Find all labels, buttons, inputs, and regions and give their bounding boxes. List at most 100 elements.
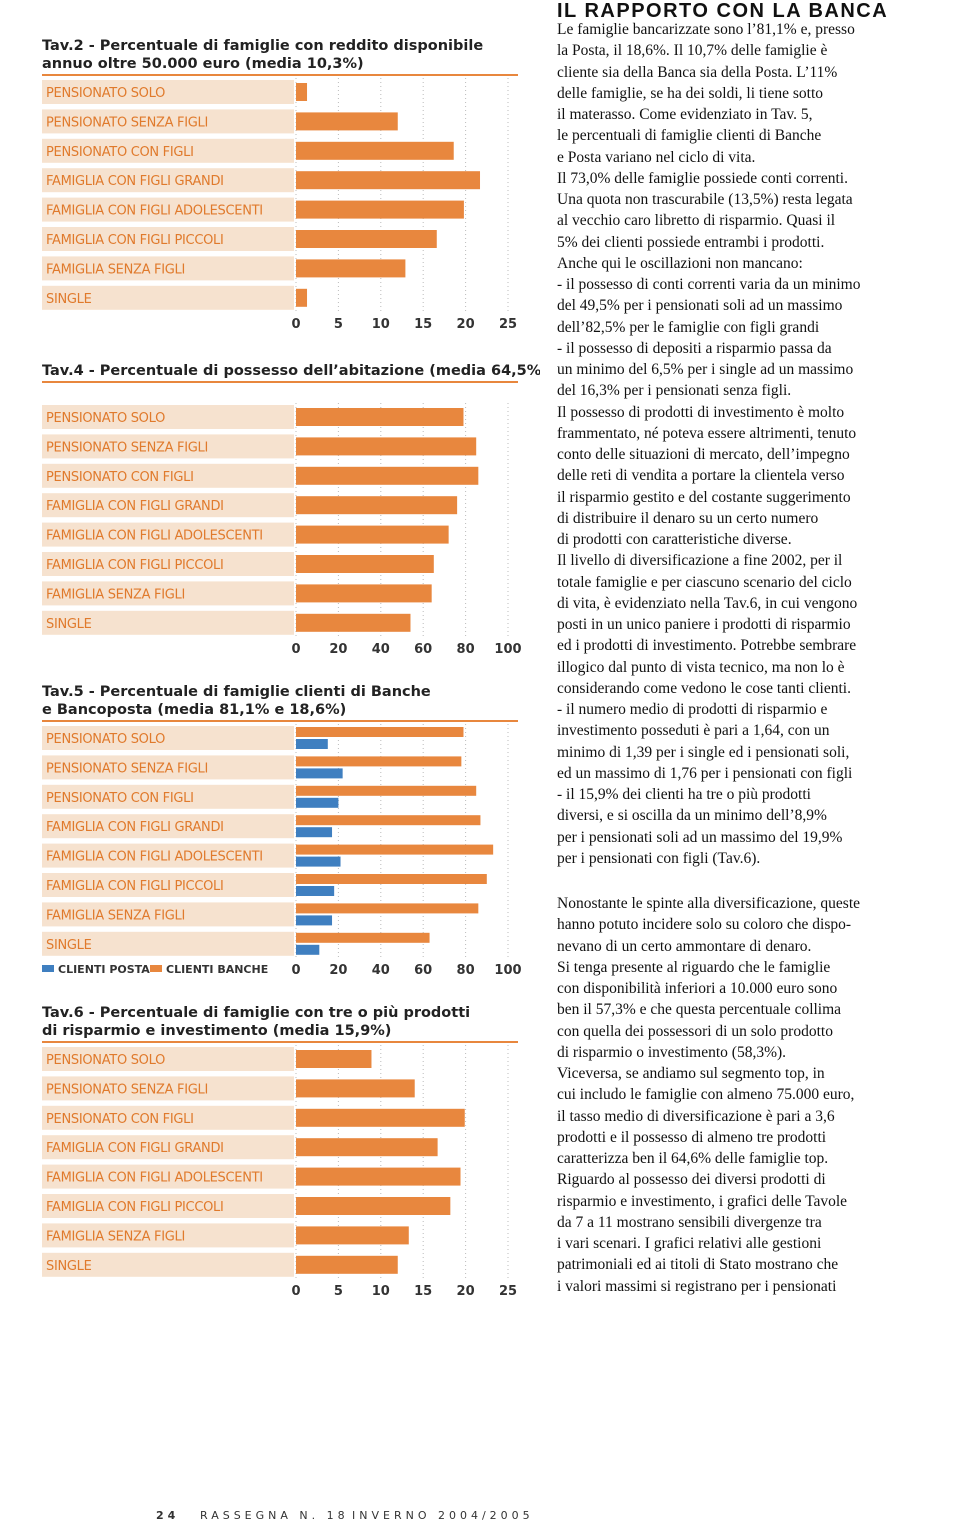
text-line: il tasso medio di diversificazione è par… (557, 1107, 835, 1125)
category-box (42, 168, 294, 193)
category-label: SINGLE (46, 292, 92, 307)
x-tick-label: 0 (291, 963, 300, 978)
category-label: PENSIONATO SENZA FIGLI (46, 115, 208, 130)
category-box (42, 138, 294, 163)
category-box (42, 522, 294, 547)
x-tick-label: 15 (414, 1284, 432, 1299)
legend-swatch (42, 965, 54, 972)
x-tick-label: 5 (334, 317, 343, 332)
x-tick-label: 25 (499, 317, 517, 332)
text-line: per i pensionati con figli (Tav.6). (557, 849, 761, 867)
bar (296, 288, 308, 307)
x-tick-label: 100 (494, 963, 521, 978)
x-tick-label: 20 (457, 317, 475, 332)
category-label: FAMIGLIA SENZA FIGLI (46, 262, 185, 277)
category-label: PENSIONATO SOLO (46, 732, 165, 747)
bar (296, 525, 449, 544)
text-line: considerando come vedono le cose tanti c… (557, 679, 851, 697)
category-box (42, 1252, 294, 1277)
category-box (42, 80, 294, 104)
category-box (42, 463, 294, 488)
text-line: caratterizza ben il 64,6% delle famiglie… (557, 1150, 829, 1167)
bar (296, 932, 430, 943)
category-label: FAMIGLIA CON FIGLI ADOLESCENTI (46, 529, 263, 544)
category-box (42, 581, 294, 606)
text-line: frammentato, né poteva essere altrimenti… (557, 424, 857, 442)
text-line: delle famiglie, se ha dei soldi, li tien… (557, 84, 824, 102)
text-line: di vita, è evidenziato nella Tav.6, in c… (557, 594, 858, 612)
text-line: il materasso. Come evidenziato in Tav. 5… (557, 106, 813, 123)
text-line: al vecchio caro libretto di risparmio. Q… (557, 212, 836, 230)
bar (296, 1050, 372, 1068)
category-label: SINGLE (46, 617, 92, 632)
text-line: investimento posseduti è pari a 1,64, co… (557, 722, 830, 740)
x-tick-label: 5 (334, 1284, 343, 1299)
category-box (42, 814, 294, 839)
category-box (42, 552, 294, 576)
text-line: diversi, e si oscilla da un minimo dell’… (557, 807, 827, 825)
text-line: i valori massimi si registrano per i pen… (557, 1277, 837, 1295)
bar (296, 1226, 409, 1245)
x-tick-label: 25 (499, 1284, 517, 1299)
text-line: di risparmio o investimento (58,3%). (557, 1043, 787, 1061)
bar (296, 1255, 398, 1274)
legend-swatch (150, 965, 162, 972)
text-line: cui includo le famiglie con almeno 75.00… (557, 1086, 855, 1104)
text-line: Viceversa, se andiamo sul segmento top, … (557, 1065, 825, 1082)
magazine-name: RASSEGNA N. 18 (200, 1509, 349, 1522)
bar (296, 756, 462, 767)
x-tick-label: 20 (329, 642, 347, 657)
category-label: PENSIONATO SOLO (46, 411, 165, 426)
x-tick-label: 0 (291, 642, 300, 657)
section-header: IL RAPPORTO CON LA BANCA (557, 0, 889, 22)
bar (296, 171, 481, 190)
bar (296, 437, 477, 456)
text-line: 5% dei clienti possiede entrambi i prodo… (557, 233, 825, 251)
text-line: minimo di 1,39 per i single ed i pension… (557, 743, 850, 761)
bar (296, 1079, 415, 1098)
text-line: per i pensionati soli ad un massimo del … (557, 828, 843, 846)
text-line: del 49,5% per i pensionati soli ad un ma… (557, 297, 843, 315)
bar (296, 141, 454, 160)
chart: Tav.5 - Percentuale di famiglie clienti … (42, 684, 522, 978)
text-line: ed i prodotti di investimento. Potrebbe … (557, 637, 857, 655)
x-tick-label: 20 (329, 963, 347, 978)
category-label: FAMIGLIA CON FIGLI ADOLESCENTI (46, 1171, 263, 1186)
text-line: da 7 a 11 mostrano sensibili divergenze … (557, 1213, 822, 1231)
category-label: FAMIGLIA CON FIGLI GRANDI (46, 820, 224, 835)
category-label: PENSIONATO SENZA FIGLI (46, 1082, 208, 1097)
x-tick-label: 60 (414, 963, 432, 978)
category-box (42, 755, 294, 780)
bar (296, 259, 406, 278)
text-line: Riguardo al possesso dei diversi prodott… (557, 1171, 826, 1189)
category-label: FAMIGLIA CON FIGLI GRANDI (46, 174, 224, 189)
text-line: Il possesso di prodotti di investimento … (557, 403, 845, 421)
bar (296, 112, 398, 131)
bar (296, 1197, 451, 1215)
category-box (42, 1194, 294, 1218)
category-box (42, 843, 294, 868)
bar (296, 584, 432, 603)
bar (296, 856, 341, 867)
category-box (42, 256, 294, 281)
category-box (42, 405, 294, 429)
bar (296, 466, 479, 485)
category-label: SINGLE (46, 938, 92, 953)
text-line: i vari scenari. I grafici relativi alle … (557, 1235, 822, 1252)
bar (296, 230, 437, 248)
category-box (42, 784, 294, 809)
category-label: FAMIGLIA SENZA FIGLI (46, 587, 185, 602)
bar (296, 83, 308, 101)
category-label: PENSIONATO CON FIGLI (46, 1112, 194, 1127)
category-label: FAMIGLIA CON FIGLI ADOLESCENTI (46, 204, 263, 219)
text-line: risparmio e investimento, i grafici dell… (557, 1192, 848, 1210)
category-box (42, 1076, 294, 1101)
x-tick-label: 40 (372, 642, 390, 657)
category-label: PENSIONATO SOLO (46, 1053, 165, 1068)
page-number: 24 (156, 1509, 180, 1522)
text-line: cliente sia della Banca sia della Posta.… (557, 63, 838, 81)
category-box (42, 1223, 294, 1248)
text-line: la Posta, il 18,6%. Il 10,7% delle famig… (557, 42, 828, 60)
bar (296, 739, 328, 749)
